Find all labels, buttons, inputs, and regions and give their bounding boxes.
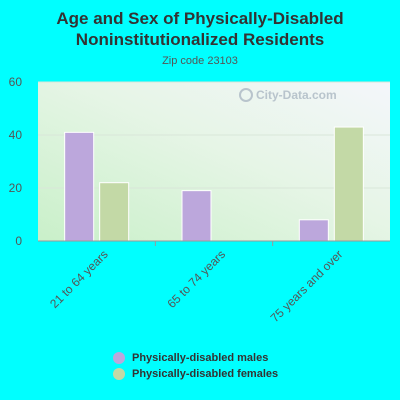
bar-males: [64, 131, 95, 242]
legend-swatch-males: [113, 352, 125, 364]
legend-label-females: Physically-disabled females: [132, 368, 279, 380]
plot-area: [38, 82, 390, 241]
legend-item-males: Physically-disabled males: [113, 350, 278, 366]
chart-title: Age and Sex of Physically-Disabled Nonin…: [56, 9, 344, 49]
bar-females: [99, 182, 130, 242]
watermark: City-Data.com: [239, 88, 337, 102]
svg-text:City-Data.com: City-Data.com: [256, 88, 337, 102]
y-tick-label: 0: [15, 234, 22, 248]
bar-males: [181, 190, 212, 242]
legend-label-males: Physically-disabled males: [132, 352, 269, 364]
legend: Physically-disabled males Physically-dis…: [113, 350, 278, 382]
x-tick-label: 21 to 64 years: [47, 247, 111, 311]
y-tick-label: 20: [9, 181, 23, 195]
chart-subtitle: Zip code 23103: [162, 55, 238, 67]
x-tick-label: 65 to 74 years: [164, 247, 228, 311]
bar-females: [333, 126, 364, 242]
x-tick-label: 75 years and over: [268, 247, 346, 325]
legend-item-females: Physically-disabled females: [113, 366, 278, 382]
legend-swatch-females: [113, 368, 125, 380]
y-tick-label: 60: [9, 75, 23, 89]
bar-males: [298, 219, 329, 242]
y-tick-label: 40: [9, 128, 23, 142]
